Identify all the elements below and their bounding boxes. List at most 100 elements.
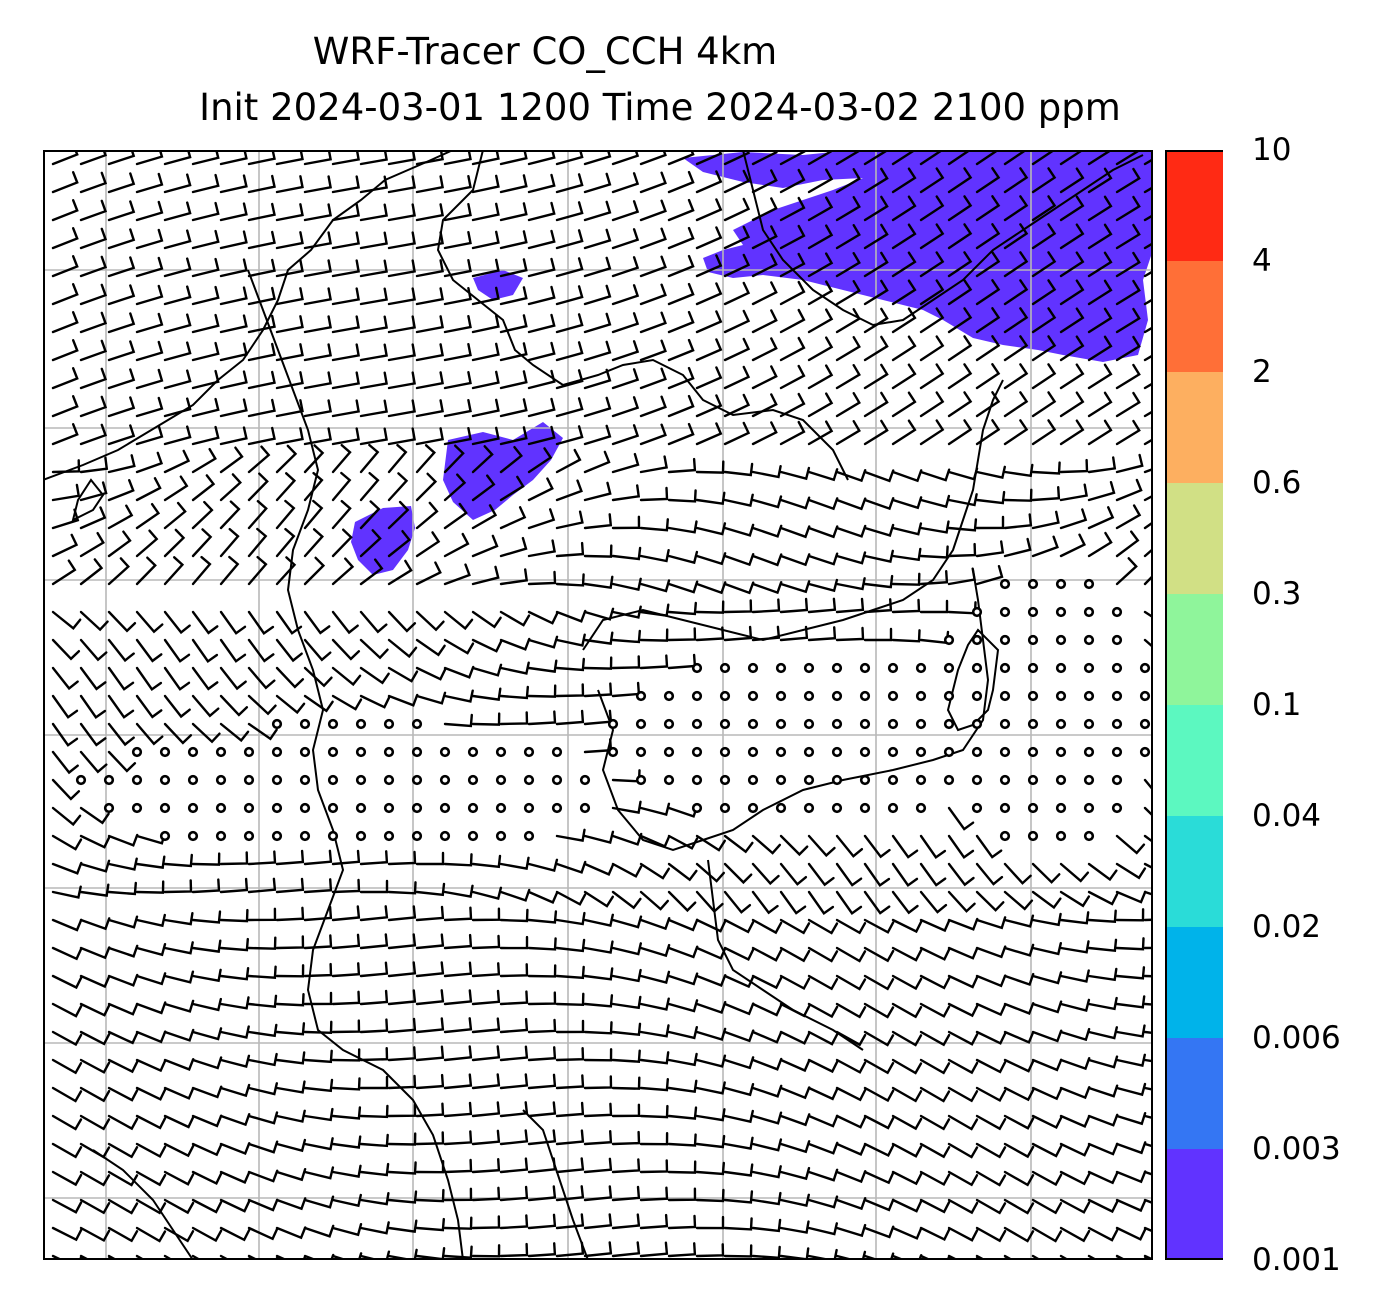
wind-barb	[303, 1137, 334, 1151]
wind-barb	[947, 542, 977, 558]
calm-wind-circle	[299, 718, 311, 730]
wind-barb	[891, 419, 917, 446]
wind-barb	[527, 257, 556, 278]
wind-barb	[807, 392, 834, 418]
wind-barb	[583, 890, 614, 908]
calm-wind-circle	[999, 774, 1011, 786]
wind-barb	[219, 877, 249, 894]
wind-barb	[443, 259, 472, 278]
calm-wind-circle	[1083, 690, 1095, 702]
calm-wind-circle	[1111, 606, 1123, 618]
wind-barb	[1003, 1086, 1035, 1102]
wind-barb	[975, 1198, 1007, 1215]
wind-barb	[807, 468, 839, 482]
wind-barb	[835, 862, 863, 887]
wind-barb	[359, 850, 389, 866]
wind-barb	[835, 1142, 867, 1156]
wind-barb	[79, 558, 104, 586]
wind-barb	[163, 879, 193, 894]
wind-barb	[1115, 419, 1141, 446]
wind-barb	[527, 659, 558, 673]
wind-barb	[275, 694, 306, 715]
wind-barb	[555, 1129, 585, 1146]
wind-barb	[975, 307, 1001, 334]
wind-barb	[191, 474, 216, 502]
wind-barb	[611, 1130, 641, 1146]
wind-barb	[695, 310, 723, 334]
wind-barb	[359, 427, 388, 446]
wind-barb	[611, 995, 642, 1010]
wind-barb	[695, 338, 723, 362]
wind-barb	[107, 150, 136, 166]
wind-barb	[807, 974, 839, 991]
wind-barb	[695, 491, 726, 506]
wind-barb	[1059, 1142, 1091, 1157]
colorbar-swatch	[1165, 261, 1223, 373]
wind-barb	[1087, 909, 1117, 923]
wind-barb	[527, 201, 556, 222]
wind-barb	[135, 172, 164, 194]
calm-wind-circle	[747, 746, 759, 758]
wind-barb	[443, 343, 472, 362]
wind-barb	[751, 918, 783, 935]
wind-barb	[1115, 335, 1141, 362]
wind-barb	[1031, 1142, 1063, 1158]
wind-barb	[975, 515, 1005, 530]
wind-barb	[191, 722, 221, 744]
wind-barb	[639, 603, 670, 617]
wind-barb	[191, 1056, 223, 1070]
calm-wind-circle	[467, 830, 479, 842]
calm-wind-circle	[831, 718, 843, 730]
wind-barb	[51, 918, 83, 932]
wind-barb	[667, 918, 699, 932]
wind-barb	[751, 524, 783, 538]
wind-barb	[359, 666, 390, 685]
wind-barb	[1115, 504, 1142, 530]
wind-barb	[415, 427, 444, 446]
wind-barb	[667, 457, 697, 474]
tracer-patch-north-small	[473, 270, 523, 300]
wind-barb	[443, 638, 475, 655]
calm-wind-circle	[1055, 802, 1067, 814]
wind-barb	[471, 314, 500, 334]
wind-barb	[919, 520, 950, 534]
wind-barb	[1003, 1142, 1035, 1159]
wind-barb	[919, 279, 945, 306]
wind-barb	[723, 225, 751, 250]
wind-barb	[1031, 391, 1057, 418]
wind-barb	[975, 1086, 1007, 1103]
wind-barb	[947, 862, 975, 887]
calm-wind-circle	[495, 746, 507, 758]
wind-barb	[331, 1077, 361, 1091]
wind-barb	[751, 365, 778, 390]
wind-barb	[555, 911, 586, 926]
wind-barb	[191, 694, 220, 718]
wind-barb	[387, 1132, 417, 1146]
wind-barb	[219, 555, 240, 586]
wind-barb	[499, 1073, 529, 1090]
wind-barb	[1115, 995, 1146, 1009]
wind-barb	[1115, 890, 1147, 904]
wind-barb	[415, 501, 439, 530]
calm-wind-circle	[327, 774, 339, 786]
calm-wind-circle	[719, 802, 731, 814]
wind-barb	[583, 150, 612, 166]
wind-barb	[79, 1170, 111, 1187]
calm-wind-circle	[243, 802, 255, 814]
wind-barb	[1115, 1198, 1147, 1213]
wind-barb	[611, 942, 642, 956]
wind-barb	[247, 638, 275, 663]
wind-barb	[583, 1048, 613, 1062]
calm-wind-circle	[1055, 690, 1067, 702]
wind-barb	[555, 890, 587, 906]
wind-barb	[51, 483, 81, 502]
wind-barb	[527, 1213, 557, 1230]
wind-barb	[443, 1045, 473, 1062]
wind-barb	[471, 1186, 501, 1202]
wind-barb	[499, 1214, 529, 1230]
wind-barb	[723, 1244, 753, 1258]
wind-barb	[1031, 1000, 1063, 1014]
wind-barb	[555, 1241, 585, 1258]
wind-barb	[79, 339, 108, 362]
wind-barb	[639, 1078, 669, 1092]
